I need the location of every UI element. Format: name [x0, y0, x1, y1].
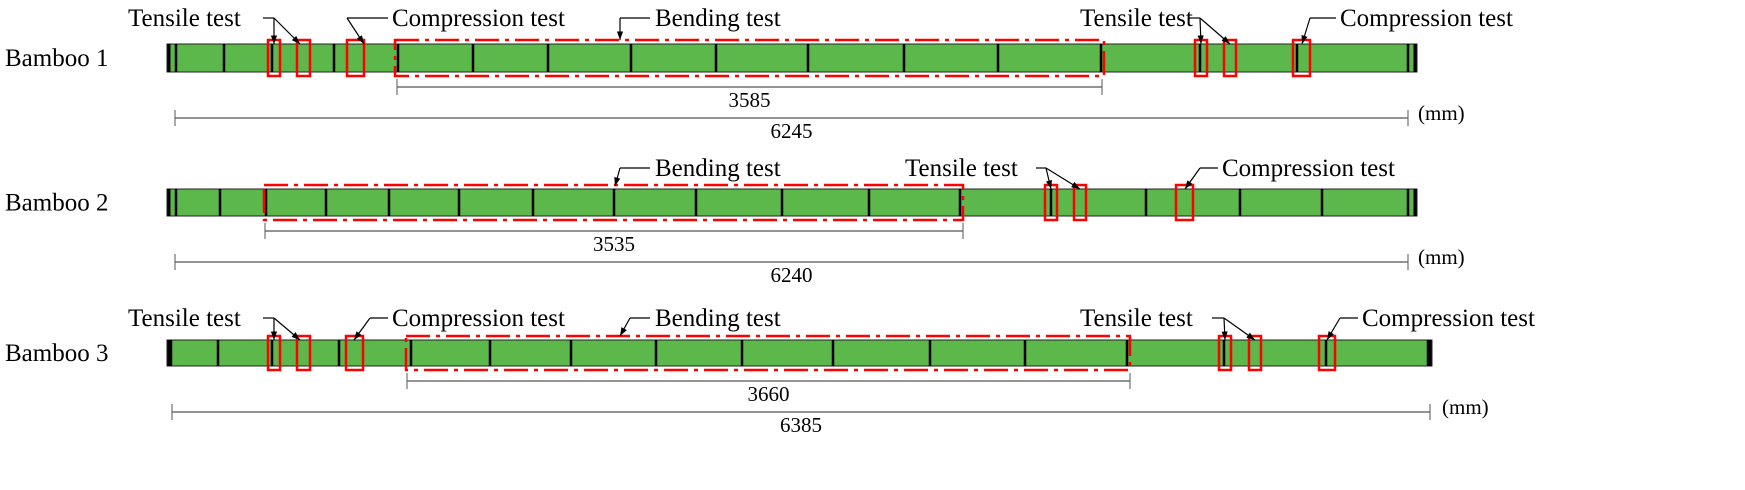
bending-length-dimension-value: 3535 [593, 232, 635, 256]
bamboo-label: Bamboo 2 [5, 190, 108, 217]
arrow-icon [1221, 36, 1230, 44]
test-label-compression-2: Compression test [1340, 5, 1513, 32]
tensile-test-box [1247, 334, 1263, 372]
bamboo-culm [166, 339, 1433, 367]
total-length-dimension-value: 6385 [780, 413, 822, 437]
arrow-icon [1071, 181, 1080, 189]
arrow-icon [1046, 180, 1053, 189]
arrow-icon [1185, 180, 1193, 189]
test-label-compression-1: Compression test [1222, 155, 1395, 182]
test-label-bending: Bending test [655, 155, 781, 182]
tensile-test-box [1222, 38, 1238, 78]
test-label-tensile-2: Tensile test [1080, 5, 1193, 32]
arrow-icon [270, 331, 278, 340]
arrow-icon [291, 332, 300, 340]
bending-test-box [262, 183, 965, 222]
total-length-dimension-value: 6240 [771, 263, 813, 287]
arrow-icon [291, 35, 300, 44]
test-label-bending: Bending test [655, 305, 781, 332]
bamboo-label: Bamboo 1 [5, 45, 108, 72]
tensile-test-box [295, 38, 312, 78]
total-length-dimension-value: 6245 [771, 119, 813, 143]
test-label-compression-1: Compression test [392, 305, 565, 332]
unit-label: (mm) [1418, 101, 1465, 125]
test-label-compression-1: Compression test [392, 5, 565, 32]
bamboo-label: Bamboo 3 [5, 340, 108, 367]
arrow-icon [354, 331, 362, 340]
compression-test-box [345, 38, 366, 78]
test-label-tensile-1: Tensile test [905, 155, 1018, 182]
bending-length-dimension-value: 3585 [729, 88, 771, 112]
unit-label: (mm) [1442, 395, 1489, 419]
tensile-test-box [295, 334, 312, 372]
compression-test-box [1174, 183, 1195, 222]
bending-length-dimension-value: 3660 [748, 382, 790, 406]
test-label-bending: Bending test [655, 5, 781, 32]
bending-test-box [404, 334, 1132, 372]
bamboo-culm [166, 43, 1418, 73]
arrow-icon [1221, 331, 1228, 340]
bending-test-box [393, 38, 1106, 78]
arrow-icon [1301, 35, 1308, 44]
compression-test-box [1291, 38, 1312, 78]
compression-test-box [1317, 334, 1337, 372]
unit-label: (mm) [1418, 245, 1465, 269]
test-label-compression-2: Compression test [1362, 305, 1535, 332]
test-label-tensile-1: Tensile test [128, 305, 241, 332]
test-label-tensile-1: Tensile test [128, 5, 241, 32]
arrow-icon [614, 177, 621, 186]
arrow-icon [356, 35, 364, 44]
arrow-icon [270, 35, 278, 44]
tensile-test-box [1072, 183, 1088, 222]
arrow-icon [620, 327, 627, 336]
arrow-icon [1197, 35, 1204, 44]
test-label-tensile-2: Tensile test [1080, 305, 1193, 332]
arrow-icon [1327, 331, 1334, 340]
arrow-icon [616, 31, 624, 40]
arrow-icon [1246, 332, 1255, 340]
bamboo-culm [166, 188, 1418, 217]
compression-test-box [344, 334, 365, 372]
